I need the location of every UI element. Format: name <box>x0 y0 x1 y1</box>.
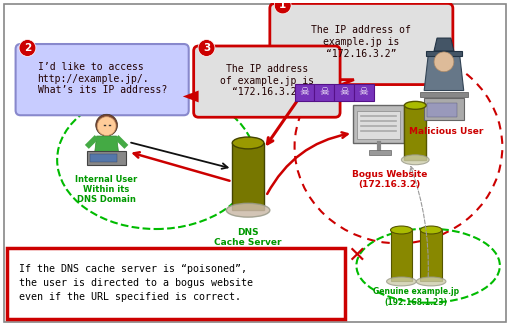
FancyBboxPatch shape <box>352 105 404 143</box>
Text: Internal User
Within its
DNS Domain: Internal User Within its DNS Domain <box>75 175 137 204</box>
Text: DNS
Cache Server: DNS Cache Server <box>214 228 281 247</box>
Polygon shape <box>309 80 353 98</box>
FancyBboxPatch shape <box>193 46 340 117</box>
FancyBboxPatch shape <box>423 99 463 120</box>
Text: Genuine example.jp
(192.168.1.23): Genuine example.jp (192.168.1.23) <box>373 287 459 307</box>
FancyBboxPatch shape <box>314 84 333 101</box>
Ellipse shape <box>401 155 428 165</box>
Text: Malicious User: Malicious User <box>408 127 482 136</box>
Ellipse shape <box>419 226 441 234</box>
Ellipse shape <box>404 101 426 109</box>
Circle shape <box>96 114 117 136</box>
FancyBboxPatch shape <box>90 154 117 162</box>
FancyBboxPatch shape <box>419 230 441 281</box>
Text: I’d like to access
http://example.jp/.
What’s its IP address?: I’d like to access http://example.jp/. W… <box>38 62 166 95</box>
Text: ☠: ☠ <box>338 87 348 97</box>
FancyBboxPatch shape <box>232 143 263 210</box>
Ellipse shape <box>232 137 263 149</box>
Text: 2: 2 <box>24 43 31 53</box>
Circle shape <box>97 117 116 136</box>
Polygon shape <box>423 56 463 90</box>
Text: 1: 1 <box>278 0 286 10</box>
Text: Bogus Website
(172.16.3.2): Bogus Website (172.16.3.2) <box>351 170 427 189</box>
Ellipse shape <box>390 226 411 234</box>
Text: ☠: ☠ <box>358 87 368 97</box>
Text: ☠: ☠ <box>299 87 309 97</box>
Circle shape <box>19 40 36 57</box>
Text: ☠: ☠ <box>319 87 329 97</box>
FancyBboxPatch shape <box>87 151 126 165</box>
Polygon shape <box>433 38 453 51</box>
FancyBboxPatch shape <box>427 103 456 117</box>
FancyBboxPatch shape <box>368 150 390 155</box>
Polygon shape <box>182 90 198 102</box>
FancyBboxPatch shape <box>426 51 461 56</box>
Ellipse shape <box>415 277 445 286</box>
Text: If the DNS cache server is “poisoned”,
the user is directed to a bogus website
e: If the DNS cache server is “poisoned”, t… <box>18 265 252 302</box>
FancyBboxPatch shape <box>419 92 467 98</box>
Text: The IP address
of example.jp is
“172.16.3.2”: The IP address of example.jp is “172.16.… <box>219 64 313 97</box>
FancyBboxPatch shape <box>7 248 345 319</box>
Circle shape <box>197 40 214 57</box>
FancyBboxPatch shape <box>356 111 400 139</box>
Text: 3: 3 <box>203 43 210 53</box>
FancyBboxPatch shape <box>404 105 426 160</box>
FancyBboxPatch shape <box>294 84 314 101</box>
Polygon shape <box>95 136 118 152</box>
FancyBboxPatch shape <box>390 230 411 281</box>
FancyBboxPatch shape <box>16 44 188 115</box>
Ellipse shape <box>386 277 415 286</box>
FancyBboxPatch shape <box>353 84 373 101</box>
Circle shape <box>433 52 453 72</box>
Text: The IP address of
example.jp is
“172.16.3.2”: The IP address of example.jp is “172.16.… <box>311 26 410 59</box>
FancyBboxPatch shape <box>4 5 505 322</box>
Text: ✕: ✕ <box>347 246 365 266</box>
Ellipse shape <box>226 203 269 217</box>
FancyBboxPatch shape <box>333 84 353 101</box>
FancyBboxPatch shape <box>269 4 452 85</box>
Circle shape <box>274 0 291 14</box>
